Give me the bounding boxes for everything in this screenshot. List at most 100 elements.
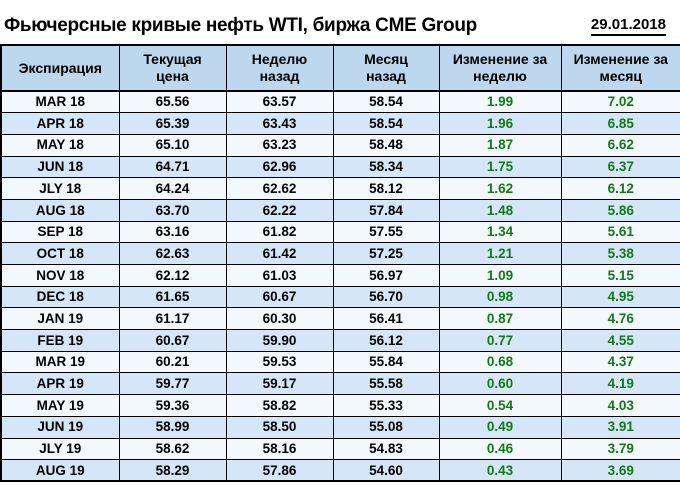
table-header-row: Экспирация Текущая цена Неделю назад Мес… [0, 44, 680, 92]
table-row: DEC 18 61.65 60.67 56.70 0.98 4.95 [0, 285, 680, 309]
cell-current-price: 64.71 [118, 155, 227, 179]
cell-week-ago: 59.53 [225, 350, 334, 374]
cell-week-change: 0.43 [438, 459, 562, 482]
cell-month-ago: 57.25 [332, 242, 440, 265]
cell-month-ago: 54.83 [332, 437, 440, 461]
cell-week-change: 1.96 [438, 112, 562, 135]
cell-expiration: JAN 19 [0, 307, 120, 331]
table-row: MAR 18 65.56 63.57 58.54 1.99 7.02 [0, 90, 680, 114]
cell-expiration: DEC 18 [0, 285, 120, 309]
cell-month-ago: 57.55 [332, 220, 440, 244]
cell-expiration: FEB 19 [0, 329, 120, 352]
cell-expiration: JUN 18 [0, 155, 120, 179]
cell-expiration: MAR 19 [0, 350, 120, 374]
table-row: JAN 19 61.17 60.30 56.41 0.87 4.76 [0, 307, 680, 331]
cell-month-change: 6.37 [560, 155, 680, 179]
cell-month-ago: 55.33 [332, 394, 440, 417]
cell-week-change: 0.54 [438, 394, 562, 417]
cell-month-change: 4.55 [560, 329, 680, 352]
cell-month-change: 4.76 [560, 307, 680, 331]
cell-current-price: 58.62 [118, 437, 227, 461]
cell-expiration: MAR 18 [0, 90, 120, 114]
header-month-ago: Месяц назад [332, 44, 440, 92]
cell-week-ago: 63.43 [225, 112, 334, 135]
cell-month-change: 3.91 [560, 415, 680, 439]
table-row: OCT 18 62.63 61.42 57.25 1.21 5.38 [0, 242, 680, 265]
cell-month-ago: 58.54 [332, 112, 440, 135]
cell-week-change: 0.68 [438, 350, 562, 374]
cell-week-change: 0.87 [438, 307, 562, 331]
cell-current-price: 64.24 [118, 177, 227, 200]
table-row: JLY 19 58.62 58.16 54.83 0.46 3.79 [0, 437, 680, 461]
table-row: JUN 19 58.99 58.50 55.08 0.49 3.91 [0, 415, 680, 439]
table-row: MAY 18 65.10 63.23 58.48 1.87 6.62 [0, 133, 680, 157]
cell-current-price: 58.99 [118, 415, 227, 439]
cell-expiration: AUG 19 [0, 459, 120, 482]
cell-month-change: 4.19 [560, 372, 680, 396]
cell-expiration: MAY 18 [0, 133, 120, 157]
cell-month-change: 4.03 [560, 394, 680, 417]
cell-week-change: 1.48 [438, 198, 562, 222]
cell-month-change: 3.69 [560, 459, 680, 482]
cell-week-change: 1.09 [438, 264, 562, 287]
page-title: Фьючерсные кривые нефть WTI, биржа CME G… [4, 15, 477, 36]
cell-current-price: 65.56 [118, 90, 227, 114]
header-month-change: Изменение за месяц [560, 44, 680, 92]
cell-month-change: 7.02 [560, 90, 680, 114]
header-current-price: Текущая цена [118, 44, 227, 92]
cell-week-ago: 57.86 [225, 459, 334, 482]
cell-current-price: 63.70 [118, 198, 227, 222]
cell-expiration: OCT 18 [0, 242, 120, 265]
table-row: MAY 19 59.36 58.82 55.33 0.54 4.03 [0, 394, 680, 417]
cell-month-change: 5.86 [560, 198, 680, 222]
table-row: AUG 19 58.29 57.86 54.60 0.43 3.69 [0, 459, 680, 482]
table-row: AUG 18 63.70 62.22 57.84 1.48 5.86 [0, 198, 680, 222]
cell-current-price: 65.39 [118, 112, 227, 135]
cell-month-change: 4.95 [560, 285, 680, 309]
cell-week-change: 1.99 [438, 90, 562, 114]
cell-month-change: 6.12 [560, 177, 680, 200]
cell-current-price: 59.36 [118, 394, 227, 417]
cell-week-change: 1.62 [438, 177, 562, 200]
cell-month-ago: 55.08 [332, 415, 440, 439]
cell-week-ago: 61.42 [225, 242, 334, 265]
cell-expiration: JUN 19 [0, 415, 120, 439]
cell-week-ago: 63.23 [225, 133, 334, 157]
cell-month-ago: 56.97 [332, 264, 440, 287]
cell-week-ago: 62.96 [225, 155, 334, 179]
cell-expiration: NOV 18 [0, 264, 120, 287]
cell-week-change: 0.46 [438, 437, 562, 461]
cell-week-ago: 63.57 [225, 90, 334, 114]
futures-table: Экспирация Текущая цена Неделю назад Мес… [0, 44, 680, 483]
cell-current-price: 59.77 [118, 372, 227, 396]
header-week-change: Изменение за неделю [438, 44, 562, 92]
cell-current-price: 65.10 [118, 133, 227, 157]
cell-current-price: 58.29 [118, 459, 227, 482]
table-header: Экспирация Текущая цена Неделю назад Мес… [0, 44, 680, 92]
cell-week-change: 1.75 [438, 155, 562, 179]
cell-month-ago: 57.84 [332, 198, 440, 222]
cell-week-change: 0.98 [438, 285, 562, 309]
header-expiration: Экспирация [0, 44, 120, 92]
cell-month-ago: 54.60 [332, 459, 440, 482]
table-row: NOV 18 62.12 61.03 56.97 1.09 5.15 [0, 264, 680, 287]
report-date: 29.01.2018 [590, 16, 666, 36]
cell-expiration: MAY 19 [0, 394, 120, 417]
cell-week-change: 0.49 [438, 415, 562, 439]
table-row: MAR 19 60.21 59.53 55.84 0.68 4.37 [0, 350, 680, 374]
table-row: APR 18 65.39 63.43 58.54 1.96 6.85 [0, 112, 680, 135]
cell-current-price: 60.67 [118, 329, 227, 352]
cell-month-change: 5.15 [560, 264, 680, 287]
cell-current-price: 61.65 [118, 285, 227, 309]
cell-month-change: 4.37 [560, 350, 680, 374]
cell-month-ago: 58.48 [332, 133, 440, 157]
cell-month-ago: 58.34 [332, 155, 440, 179]
cell-month-change: 5.61 [560, 220, 680, 244]
cell-week-ago: 58.16 [225, 437, 334, 461]
table-row: SEP 18 63.16 61.82 57.55 1.34 5.61 [0, 220, 680, 244]
cell-week-change: 1.34 [438, 220, 562, 244]
cell-current-price: 63.16 [118, 220, 227, 244]
cell-week-change: 0.60 [438, 372, 562, 396]
cell-week-ago: 59.17 [225, 372, 334, 396]
cell-week-ago: 61.82 [225, 220, 334, 244]
